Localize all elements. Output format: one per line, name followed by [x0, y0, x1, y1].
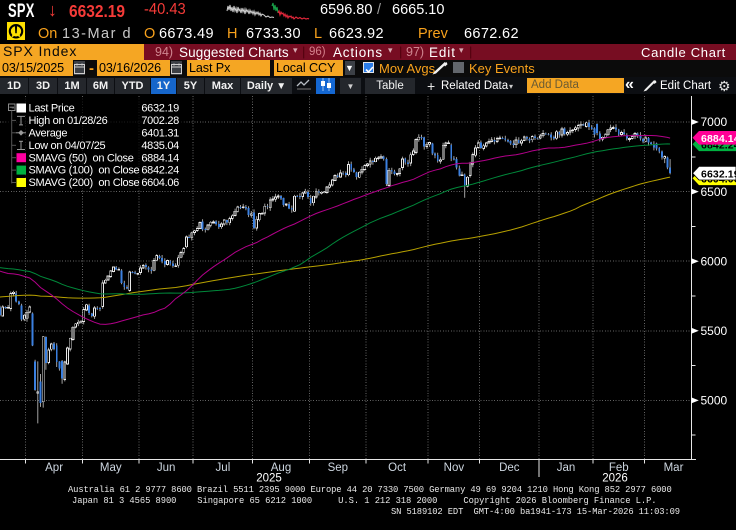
svg-text:2025: 2025 [256, 473, 282, 483]
svg-text:2026: 2026 [602, 473, 628, 483]
svg-text:6842.24: 6842.24 [141, 165, 179, 177]
svg-text:SMAVG (50) on Close: SMAVG (50) on Close [29, 152, 134, 164]
svg-text:5500: 5500 [701, 324, 728, 338]
svg-text:Mar: Mar [664, 462, 684, 474]
svg-text:4835.04: 4835.04 [141, 140, 179, 152]
svg-text:7002.28: 7002.28 [141, 115, 179, 127]
svg-text:Low on 04/07/25: Low on 04/07/25 [29, 140, 106, 152]
svg-text:Sep: Sep [328, 462, 348, 474]
svg-text:Jul: Jul [216, 462, 231, 474]
svg-text:6884.14: 6884.14 [701, 133, 736, 145]
svg-text:Apr: Apr [45, 462, 63, 474]
svg-text:6632.19: 6632.19 [701, 169, 736, 181]
svg-text:Last Price: Last Price [29, 103, 75, 115]
svg-text:6500: 6500 [701, 185, 728, 199]
svg-text:Oct: Oct [388, 462, 407, 474]
svg-text:6604.06: 6604.06 [141, 177, 179, 189]
svg-text:Average: Average [29, 127, 68, 139]
svg-text:SMAVG (100) on Close: SMAVG (100) on Close [29, 165, 140, 177]
svg-text:5000: 5000 [701, 394, 728, 408]
svg-text:May: May [100, 462, 122, 474]
svg-text:Nov: Nov [444, 462, 465, 474]
svg-text:6884.14: 6884.14 [141, 152, 179, 164]
svg-text:6632.19: 6632.19 [141, 103, 179, 115]
svg-text:6401.31: 6401.31 [141, 127, 179, 139]
svg-text:6000: 6000 [701, 254, 728, 268]
svg-text:SMAVG (200) on Close: SMAVG (200) on Close [29, 177, 140, 189]
svg-text:Dec: Dec [499, 462, 520, 474]
svg-text:Jan: Jan [557, 462, 576, 474]
svg-text:High on 01/28/26: High on 01/28/26 [29, 115, 108, 127]
svg-text:7000: 7000 [701, 115, 728, 129]
svg-text:Jun: Jun [157, 462, 176, 474]
svg-text:Feb: Feb [609, 462, 629, 474]
svg-text:Aug: Aug [271, 462, 291, 474]
